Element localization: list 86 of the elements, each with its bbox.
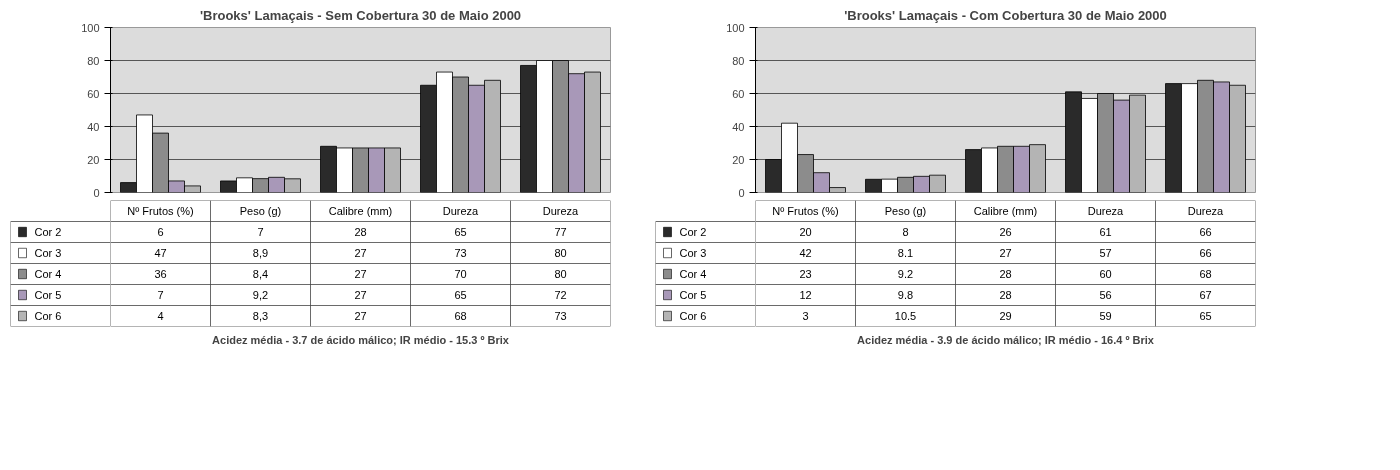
data-label: 65: [454, 226, 467, 238]
data-label: 73: [454, 247, 467, 259]
y-tick-label: 0: [738, 186, 745, 199]
x-tick-label: Dureza: [1087, 205, 1125, 217]
data-label: 20: [799, 226, 812, 238]
data-label: 28: [354, 226, 367, 238]
y-tick-label: 40: [87, 120, 100, 133]
data-label: 23: [799, 268, 812, 280]
data-label: 12: [799, 289, 812, 301]
data-label: 10.5: [894, 310, 917, 322]
y-tick-label: 100: [81, 21, 100, 34]
data-label: 4: [157, 310, 164, 322]
x-tick-label: Nº Frutos (%): [127, 205, 194, 217]
chart-title: 'Brooks' Lamaçais - Com Cobertura 30 de Maio 2000: [844, 7, 1167, 23]
y-tick-label: 60: [732, 87, 745, 100]
data-label: 8,9: [252, 247, 269, 259]
data-label: 72: [554, 289, 567, 301]
data-label: 29: [999, 310, 1012, 322]
x-tick-label: Calibre (mm): [973, 205, 1038, 217]
legend-label: Cor 3: [679, 247, 707, 259]
legend-label: Cor 4: [34, 268, 62, 280]
x-tick-label: Dureza: [542, 205, 580, 217]
data-label: 27: [354, 310, 367, 322]
data-label: 28: [999, 289, 1012, 301]
y-tick-label: 100: [726, 21, 745, 34]
data-label: 8,4: [252, 268, 269, 280]
y-tick-label: 20: [87, 153, 100, 166]
data-label: 68: [1199, 268, 1212, 280]
data-label: 42: [799, 247, 812, 259]
legend-label: Cor 5: [34, 289, 62, 301]
data-label: 8: [902, 226, 909, 238]
x-tick-label: Peso (g): [884, 205, 927, 217]
data-label: 26: [999, 226, 1012, 238]
data-label: 65: [1199, 310, 1212, 322]
x-tick-label: Peso (g): [239, 205, 282, 217]
data-label: 80: [554, 268, 567, 280]
data-label: 7: [257, 226, 264, 238]
data-label: 27: [354, 289, 367, 301]
data-label: 56: [1099, 289, 1112, 301]
legend-label: Cor 2: [34, 226, 62, 238]
data-label: 27: [999, 247, 1012, 259]
y-tick-label: 40: [732, 120, 745, 133]
chart-title: 'Brooks' Lamaçais - Sem Cobertura 30 de Maio 2000: [199, 7, 522, 23]
data-label: 77: [554, 226, 567, 238]
data-label: 59: [1099, 310, 1112, 322]
data-label: 7: [157, 289, 164, 301]
data-label: 65: [454, 289, 467, 301]
y-tick-label: 80: [87, 54, 100, 67]
legend-label: Cor 6: [679, 310, 707, 322]
data-label: 47: [154, 247, 167, 259]
text: Acidez média - 3.7 de ácido málico; IR médio - 15.3 º Brix: [212, 333, 510, 346]
legend-label: Cor 2: [679, 226, 707, 238]
data-label: 6: [157, 226, 164, 238]
data-label: 28: [999, 268, 1012, 280]
data-label: 66: [1199, 247, 1212, 259]
y-tick-label: 20: [732, 153, 745, 166]
legend-label: Cor 6: [34, 310, 62, 322]
x-tick-label: Calibre (mm): [328, 205, 393, 217]
data-label: 9,2: [252, 289, 269, 301]
legend-label: Cor 5: [679, 289, 707, 301]
x-tick-label: Dureza: [1187, 205, 1225, 217]
data-label: 60: [1099, 268, 1112, 280]
data-label: 9.2: [897, 268, 914, 280]
data-label: 61: [1099, 226, 1112, 238]
y-tick-label: 0: [93, 186, 100, 199]
data-label: 3: [802, 310, 809, 322]
x-tick-label: Nº Frutos (%): [772, 205, 839, 217]
data-label: 70: [454, 268, 467, 280]
text: Acidez média - 3.9 de ácido málico; IR médio - 16.4 º Brix: [857, 333, 1155, 346]
data-label: 8,3: [252, 310, 269, 322]
legend-label: Cor 4: [679, 268, 707, 280]
data-label: 73: [554, 310, 567, 322]
data-label: 27: [354, 247, 367, 259]
y-tick-label: 60: [87, 87, 100, 100]
data-label: 27: [354, 268, 367, 280]
y-tick-label: 80: [732, 54, 745, 67]
data-label: 57: [1099, 247, 1112, 259]
data-label: 36: [154, 268, 167, 280]
data-label: 80: [554, 247, 567, 259]
data-label: 67: [1199, 289, 1212, 301]
data-label: 8.1: [897, 247, 914, 259]
data-label: 66: [1199, 226, 1212, 238]
x-tick-label: Dureza: [442, 205, 480, 217]
data-label: 9.8: [897, 289, 914, 301]
data-label: 68: [454, 310, 467, 322]
legend-label: Cor 3: [34, 247, 62, 259]
